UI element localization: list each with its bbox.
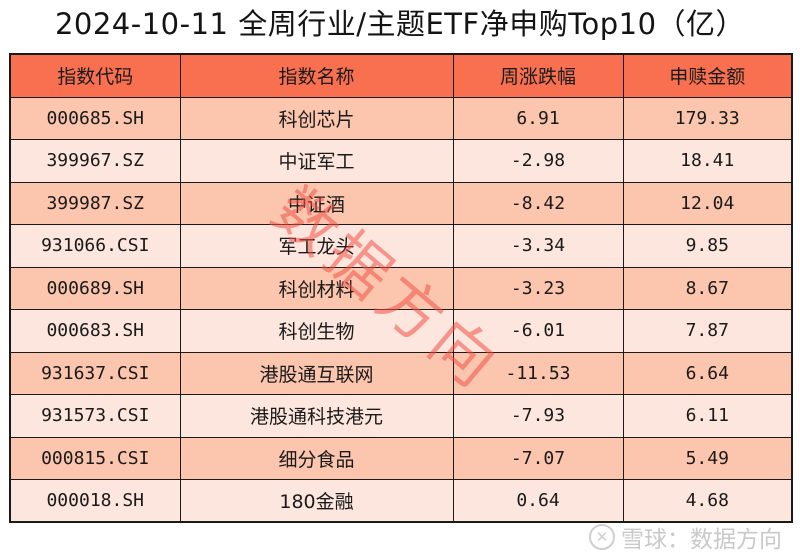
cell-name: 港股通互联网: [179, 351, 454, 395]
cell-net-subscription: 7.87: [622, 309, 793, 353]
page-title: 2024-10-11 全周行业/主题ETF净申购Top10（亿）: [54, 7, 746, 41]
header-weekly-change: 周涨跌幅: [452, 53, 624, 98]
cell-weekly-change: 0.64: [452, 479, 624, 523]
cell-net-subscription: 4.68: [622, 479, 793, 523]
snowball-logo-icon: ✕: [589, 524, 615, 550]
cell-net-subscription: 5.49: [622, 436, 793, 480]
source-watermark-text: 雪球：数据方向: [621, 527, 782, 553]
cell-code: 000683.SH: [9, 309, 181, 353]
cell-weekly-change: -11.53: [452, 351, 624, 395]
cell-weekly-change: -8.42: [452, 181, 624, 225]
cell-name: 180金融: [179, 479, 454, 523]
cell-name: 细分食品: [179, 436, 454, 480]
cell-net-subscription: 8.67: [622, 266, 793, 310]
table-row: 000685.SH 科创芯片 6.91 179.33: [9, 96, 793, 140]
table-row: 000683.SH 科创生物 -6.01 7.87: [9, 309, 793, 353]
cell-weekly-change: -7.07: [452, 436, 624, 480]
cell-net-subscription: 18.41: [622, 139, 793, 183]
cell-code: 931573.CSI: [9, 394, 181, 438]
cell-name: 科创生物: [179, 309, 454, 353]
cell-name: 中证军工: [179, 139, 454, 183]
cell-name: 军工龙头: [179, 224, 454, 268]
table-row: 000018.SH 180金融 0.64 4.68: [9, 479, 793, 523]
table-row: 399967.SZ 中证军工 -2.98 18.41: [9, 139, 793, 183]
header-index-name: 指数名称: [179, 53, 454, 98]
etf-subscription-table: 指数代码 指数名称 周涨跌幅 申赎金额 000685.SH 科创芯片 6.91 …: [9, 53, 793, 523]
cell-name: 科创材料: [179, 266, 454, 310]
table-row: 931637.CSI 港股通互联网 -11.53 6.64: [9, 351, 793, 395]
table-row: 000815.CSI 细分食品 -7.07 5.49: [9, 436, 793, 480]
table-header-row: 指数代码 指数名称 周涨跌幅 申赎金额: [9, 53, 793, 98]
cell-net-subscription: 6.64: [622, 351, 793, 395]
source-watermark: ✕ 雪球：数据方向: [589, 520, 782, 554]
cell-code: 399967.SZ: [9, 139, 181, 183]
cell-code: 000815.CSI: [9, 436, 181, 480]
cell-weekly-change: -6.01: [452, 309, 624, 353]
cell-code: 399987.SZ: [9, 181, 181, 225]
cell-code: 000689.SH: [9, 266, 181, 310]
cell-weekly-change: -3.23: [452, 266, 624, 310]
cell-net-subscription: 9.85: [622, 224, 793, 268]
cell-weekly-change: -3.34: [452, 224, 624, 268]
table-row: 399987.SZ 中证酒 -8.42 12.04: [9, 181, 793, 225]
cell-weekly-change: -7.93: [452, 394, 624, 438]
cell-weekly-change: -2.98: [452, 139, 624, 183]
cell-name: 港股通科技港元: [179, 394, 454, 438]
cell-name: 中证酒: [179, 181, 454, 225]
cell-code: 931637.CSI: [9, 351, 181, 395]
cell-weekly-change: 6.91: [452, 96, 624, 140]
cell-code: 931066.CSI: [9, 224, 181, 268]
cell-code: 000685.SH: [9, 96, 181, 140]
cell-net-subscription: 179.33: [622, 96, 793, 140]
table-row: 931066.CSI 军工龙头 -3.34 9.85: [9, 224, 793, 268]
cell-net-subscription: 6.11: [622, 394, 793, 438]
table-row: 931573.CSI 港股通科技港元 -7.93 6.11: [9, 394, 793, 438]
header-index-code: 指数代码: [9, 53, 181, 98]
cell-name: 科创芯片: [179, 96, 454, 140]
header-net-subscription: 申赎金额: [622, 53, 793, 98]
cell-net-subscription: 12.04: [622, 181, 793, 225]
cell-code: 000018.SH: [9, 479, 181, 523]
table-row: 000689.SH 科创材料 -3.23 8.67: [9, 266, 793, 310]
